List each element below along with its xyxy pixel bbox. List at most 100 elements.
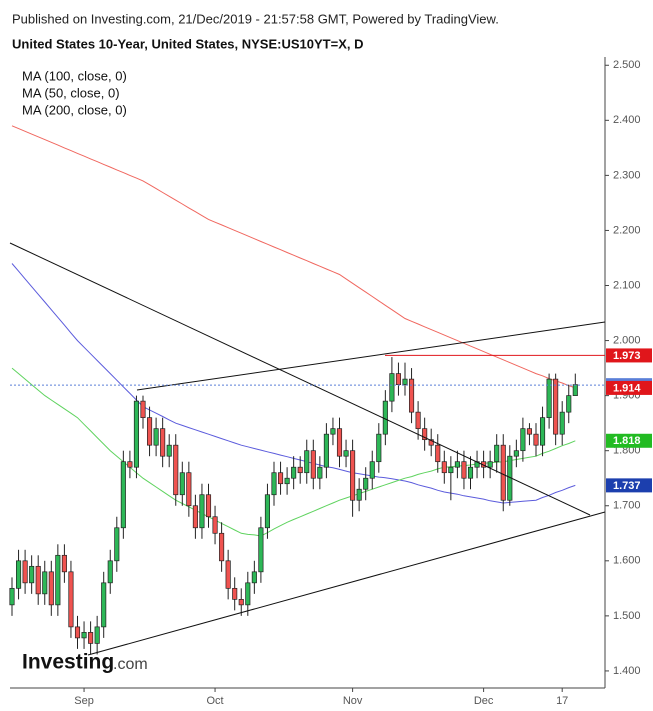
candle-body bbox=[291, 466, 297, 479]
x-tick-label: Dec bbox=[474, 695, 494, 707]
candle-body bbox=[81, 632, 87, 639]
candle-body bbox=[435, 444, 441, 463]
candle-body bbox=[494, 444, 500, 463]
candle-body bbox=[363, 477, 369, 490]
candle-body bbox=[153, 428, 159, 446]
candle-body bbox=[264, 494, 271, 529]
candle-body bbox=[310, 450, 316, 479]
candle-body bbox=[533, 433, 539, 446]
candle-body bbox=[323, 433, 329, 468]
candle-body bbox=[500, 444, 506, 501]
y-tick-label: 1.600 bbox=[613, 555, 641, 567]
candle-body bbox=[94, 626, 100, 644]
candle-body bbox=[448, 466, 454, 474]
y-tick-label: 2.400 bbox=[613, 114, 641, 126]
candle-body bbox=[42, 571, 48, 595]
ma-line bbox=[11, 125, 576, 389]
candle-body bbox=[22, 560, 28, 584]
price-badge-label: 1.973 bbox=[613, 350, 641, 362]
candle-body bbox=[166, 444, 172, 457]
candle-body bbox=[55, 554, 61, 606]
candle-body bbox=[336, 428, 343, 457]
legend-entry: MA (100, close, 0) bbox=[22, 68, 127, 83]
candle-body bbox=[133, 400, 140, 468]
candle-body bbox=[415, 411, 421, 430]
candle-body bbox=[330, 428, 336, 435]
price-badge-label: 1.737 bbox=[613, 480, 641, 492]
candle-body bbox=[467, 466, 474, 479]
candle-body bbox=[245, 582, 251, 606]
y-tick-label: 1.500 bbox=[613, 610, 641, 622]
candle-body bbox=[539, 417, 546, 446]
price-badge-label: 1.914 bbox=[613, 382, 641, 394]
candle-body bbox=[48, 571, 54, 606]
candle-body bbox=[205, 494, 212, 518]
candle-body bbox=[212, 516, 218, 534]
ma-line bbox=[11, 367, 576, 537]
candle-body bbox=[526, 428, 533, 435]
candle-body bbox=[192, 505, 198, 529]
candle-body bbox=[16, 560, 22, 589]
candle-body bbox=[376, 433, 382, 463]
candle-body bbox=[409, 378, 415, 413]
candle-body bbox=[258, 527, 264, 573]
candle-body bbox=[225, 560, 231, 589]
logo: Investing bbox=[22, 651, 114, 674]
candle-body bbox=[553, 378, 559, 435]
candle-body bbox=[88, 632, 94, 644]
candle-body bbox=[395, 373, 402, 385]
candle-body bbox=[147, 417, 153, 446]
candle-body bbox=[101, 582, 107, 628]
candle-body bbox=[35, 565, 41, 595]
candle-body bbox=[160, 428, 166, 457]
candle-body bbox=[140, 400, 146, 419]
candle-body bbox=[186, 472, 192, 507]
candle-body bbox=[422, 428, 428, 441]
candle-body bbox=[297, 466, 303, 474]
trendline bbox=[87, 511, 606, 656]
candle-body bbox=[61, 554, 67, 573]
candle-body bbox=[520, 428, 526, 452]
candle-body bbox=[120, 461, 126, 529]
price-badge bbox=[606, 433, 652, 448]
x-tick-label: Nov bbox=[343, 695, 363, 707]
header: Published on Investing.com, 21/Dec/2019 … bbox=[12, 11, 499, 26]
price-badge bbox=[606, 478, 652, 493]
price-badge bbox=[606, 348, 652, 363]
y-tick-label: 1.700 bbox=[613, 500, 641, 512]
candle-body bbox=[199, 494, 205, 529]
logo-suffix: .com bbox=[113, 656, 148, 673]
candle-body bbox=[127, 461, 133, 468]
candle-body bbox=[284, 477, 290, 485]
x-tick-label: 17 bbox=[556, 695, 568, 707]
y-tick-label: 2.300 bbox=[613, 169, 641, 181]
candle-body bbox=[114, 527, 120, 562]
y-tick-label: 2.100 bbox=[613, 279, 641, 291]
candle-body bbox=[251, 571, 257, 584]
candle-body bbox=[487, 461, 493, 468]
y-tick-label: 1.400 bbox=[613, 665, 641, 677]
chart-title: United States 10-Year, United States, NY… bbox=[12, 36, 363, 51]
candle-body bbox=[278, 472, 284, 485]
candle-body bbox=[68, 571, 74, 628]
candle-body bbox=[382, 400, 388, 435]
candle-body bbox=[343, 450, 349, 457]
candle-body bbox=[546, 378, 552, 419]
candle-body bbox=[317, 466, 323, 479]
x-tick-label: Oct bbox=[206, 695, 223, 707]
candle-body bbox=[513, 450, 519, 457]
candle-body bbox=[461, 461, 467, 479]
candle-body bbox=[219, 532, 225, 562]
trendline bbox=[136, 321, 606, 391]
price-badge bbox=[606, 380, 652, 395]
candle-body bbox=[559, 411, 565, 435]
candle-body bbox=[566, 395, 572, 413]
candle-body bbox=[441, 461, 447, 474]
candle-body bbox=[428, 439, 434, 446]
candle-body bbox=[107, 560, 113, 584]
y-tick-label: 2.000 bbox=[613, 334, 641, 346]
candle-body bbox=[402, 378, 408, 385]
candle-body bbox=[29, 565, 35, 584]
y-tick-label: 2.500 bbox=[613, 59, 641, 71]
legend-entry: MA (50, close, 0) bbox=[22, 85, 120, 100]
